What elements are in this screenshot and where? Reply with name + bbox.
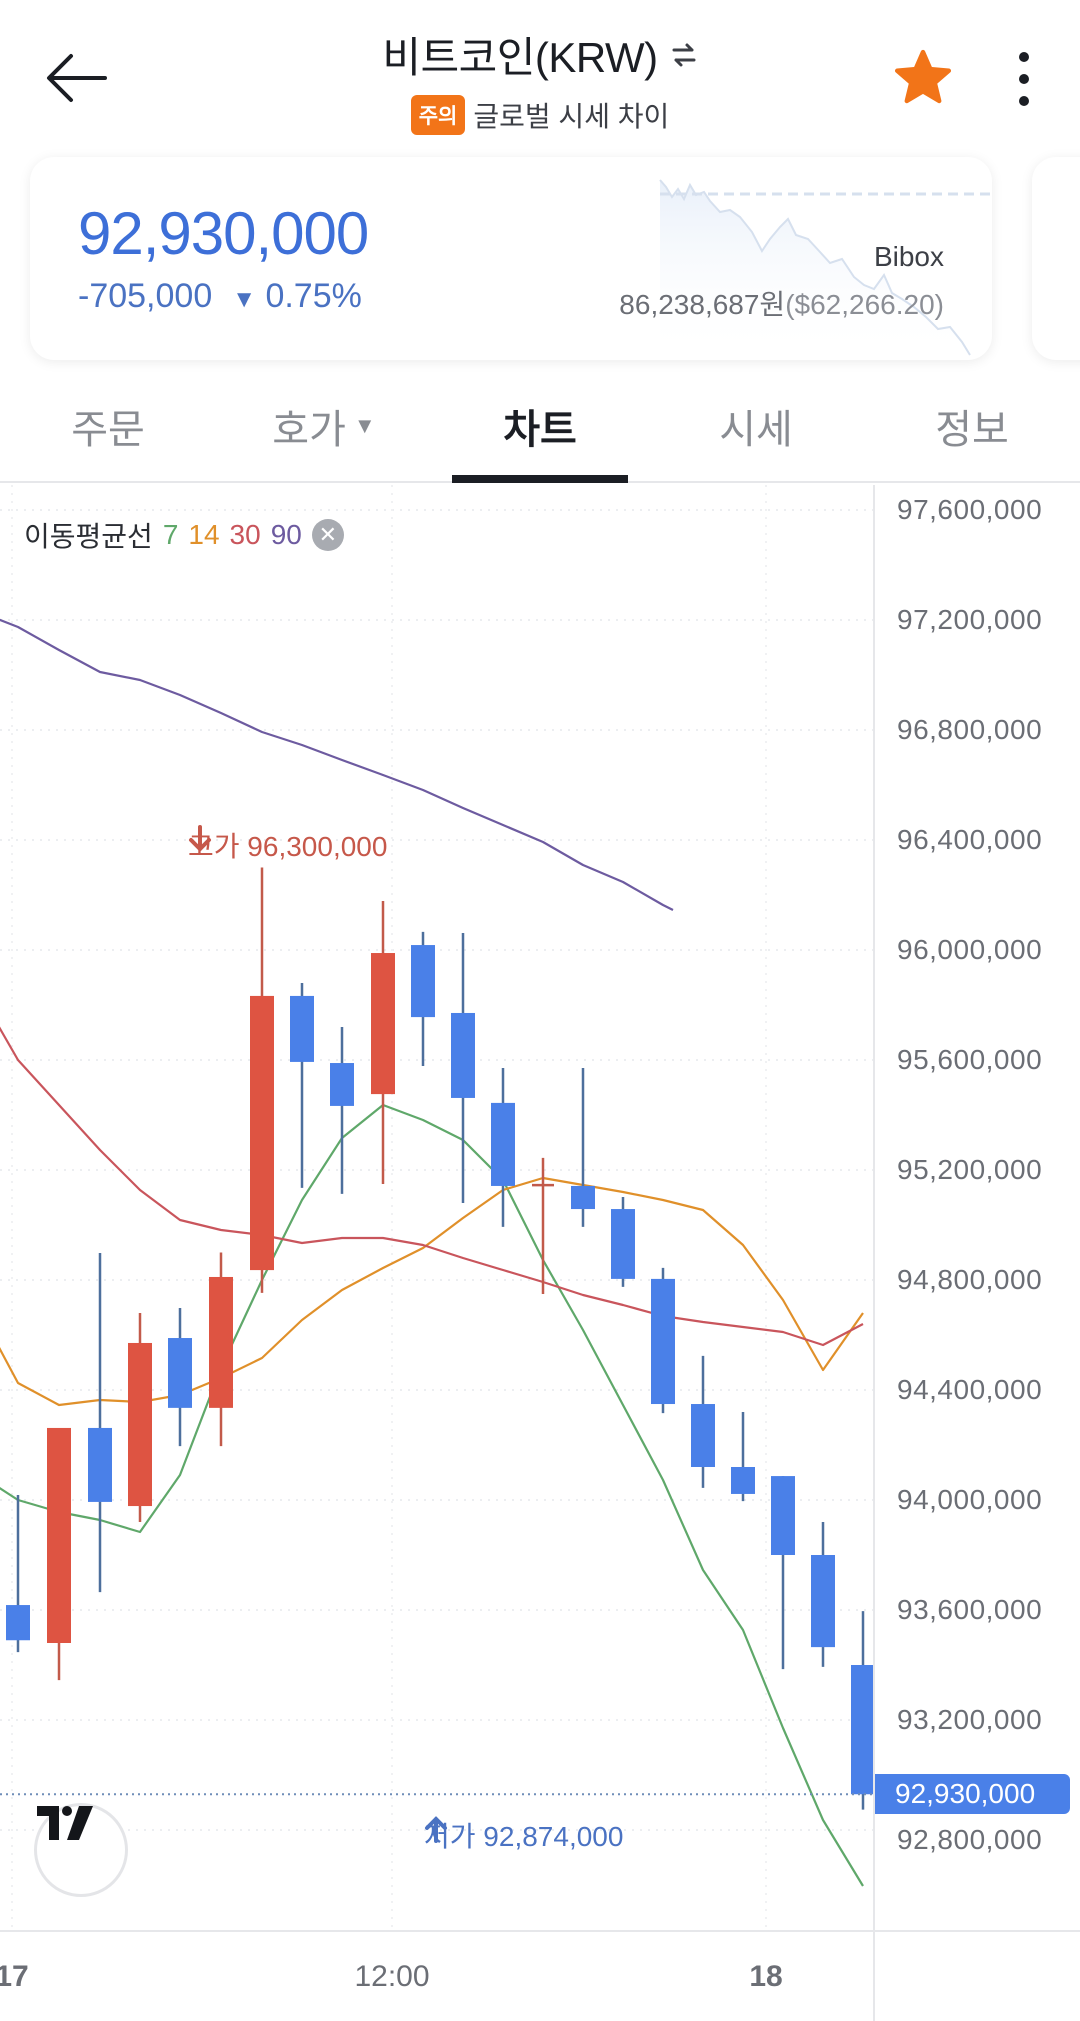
swap-arrows-icon[interactable]	[670, 41, 698, 69]
app-header: 비트코인(KRW) 주의 글로벌 시세 차이	[0, 0, 1080, 150]
price-axis-label: 97,600,000	[897, 494, 1043, 525]
price-axis-label: 94,800,000	[897, 1264, 1043, 1295]
legend-label: 이동평균선	[24, 521, 153, 552]
price-axis-label: 96,400,000	[897, 824, 1043, 855]
price-axis-label: 92,800,000	[897, 1824, 1043, 1855]
price-card[interactable]: 92,930,000 -705,000 ▼ 0.75% Bibox 86,238…	[30, 157, 992, 360]
ma7-label: 7	[162, 519, 179, 550]
more-vertical-icon[interactable]	[1006, 46, 1042, 112]
price-axis-label: 95,600,000	[897, 1044, 1043, 1075]
low-price-marker: 저가 92,874,000	[424, 1815, 623, 1855]
next-card-peek[interactable]	[1032, 157, 1080, 360]
back-button[interactable]	[40, 42, 112, 114]
candlestick-chart[interactable]: 이동평균선 7 14 30 90 ✕ 고가 96,300,000 저가 92,8…	[0, 485, 1080, 2021]
caret-down-icon: ▼	[353, 412, 376, 438]
high-price-marker: 고가 96,300,000	[188, 825, 387, 865]
global-price-krw: 86,238,687원	[619, 289, 786, 320]
tab-trades[interactable]: 시세	[719, 407, 793, 452]
tab-orderbook[interactable]: 호가 ▼	[272, 407, 376, 452]
price-axis-label: 97,200,000	[897, 604, 1043, 635]
favorite-button[interactable]	[890, 46, 956, 112]
warning-text: 글로벌 시세 차이	[473, 101, 670, 132]
global-price-usd: ($62,266.20)	[785, 289, 944, 320]
change-amount: -705,000	[78, 277, 213, 315]
moving-average-legend[interactable]: 이동평균선 7 14 30 90 ✕	[24, 515, 344, 555]
warning-badge: 주의	[410, 95, 466, 135]
price-axis-label: 96,000,000	[897, 934, 1043, 965]
price-axis-label: 96,800,000	[897, 714, 1043, 745]
ma30-label: 30	[229, 519, 261, 550]
tab-info[interactable]: 정보	[935, 407, 1009, 452]
arrow-down-icon	[189, 825, 211, 852]
tab-bar: 주문 호가 ▼ 차트 시세 정보	[0, 370, 1080, 483]
price-axis[interactable]: 97,600,000 97,200,000 96,800,000 96,400,000…	[873, 485, 1080, 1930]
current-price-tag: 92,930,000	[875, 1774, 1070, 1815]
time-axis-label: 17	[0, 1960, 29, 1993]
ma14-label: 14	[188, 519, 220, 550]
exchange-name: Bibox	[873, 241, 944, 272]
global-price-sparkline	[659, 179, 992, 360]
price-axis-label: 94,400,000	[897, 1374, 1043, 1405]
price-axis-label: 94,000,000	[897, 1484, 1043, 1515]
arrow-up-icon	[425, 1816, 447, 1843]
tab-chart[interactable]: 차트	[432, 370, 648, 483]
star-icon	[894, 49, 952, 104]
global-price: 86,238,687원($62,266.20)	[619, 283, 944, 323]
global-price-warning[interactable]: 주의 글로벌 시세 차이	[410, 95, 670, 135]
time-axis-label: 12:00	[354, 1960, 430, 1993]
current-price: 92,930,000	[78, 200, 369, 267]
time-axis[interactable]: 17 12:00 18	[0, 1930, 1080, 2021]
change-percent: 0.75%	[265, 277, 362, 315]
change-percent-group: ▼ 0.75%	[232, 277, 362, 316]
tradingview-logo[interactable]	[34, 1803, 128, 1897]
arrow-left-icon	[47, 54, 107, 102]
page-title: 비트코인(KRW)	[382, 34, 658, 81]
price-axis-label: 95,200,000	[897, 1154, 1043, 1185]
title-area[interactable]: 비트코인(KRW) 주의 글로벌 시세 차이	[0, 24, 1080, 135]
price-axis-label: 93,200,000	[897, 1704, 1043, 1735]
price-axis-label: 93,600,000	[897, 1594, 1043, 1625]
time-axis-label: 18	[749, 1960, 783, 1993]
tradingview-icon	[37, 1806, 93, 1840]
tab-order[interactable]: 주문	[71, 407, 145, 452]
close-icon[interactable]: ✕	[311, 519, 344, 551]
price-change: -705,000 ▼ 0.75%	[78, 277, 362, 316]
ma90-label: 90	[270, 519, 302, 550]
down-triangle-icon: ▼	[232, 286, 256, 313]
chart-canvas[interactable]	[0, 485, 873, 1930]
